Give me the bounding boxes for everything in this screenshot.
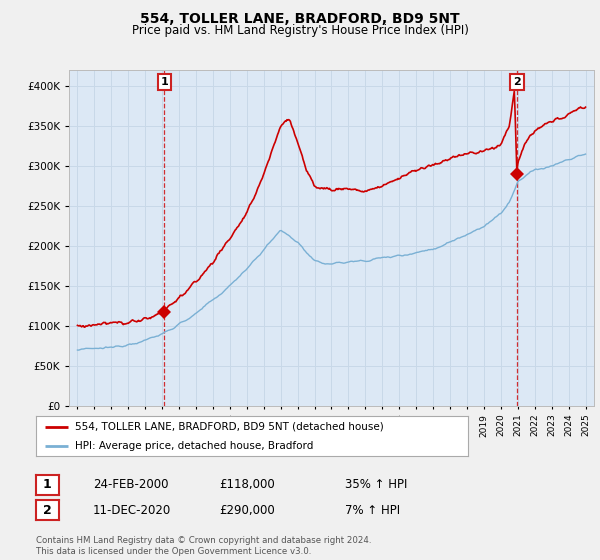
Text: 35% ↑ HPI: 35% ↑ HPI bbox=[345, 478, 407, 492]
Text: 2: 2 bbox=[513, 77, 521, 87]
Text: 11-DEC-2020: 11-DEC-2020 bbox=[93, 503, 171, 517]
Text: £118,000: £118,000 bbox=[219, 478, 275, 492]
Text: 1: 1 bbox=[160, 77, 168, 87]
Text: 2: 2 bbox=[43, 503, 52, 517]
Text: 554, TOLLER LANE, BRADFORD, BD9 5NT: 554, TOLLER LANE, BRADFORD, BD9 5NT bbox=[140, 12, 460, 26]
Text: 1: 1 bbox=[43, 478, 52, 492]
Text: 7% ↑ HPI: 7% ↑ HPI bbox=[345, 503, 400, 517]
Text: HPI: Average price, detached house, Bradford: HPI: Average price, detached house, Brad… bbox=[75, 441, 313, 450]
Text: 554, TOLLER LANE, BRADFORD, BD9 5NT (detached house): 554, TOLLER LANE, BRADFORD, BD9 5NT (det… bbox=[75, 422, 383, 432]
Text: £290,000: £290,000 bbox=[219, 503, 275, 517]
Text: Price paid vs. HM Land Registry's House Price Index (HPI): Price paid vs. HM Land Registry's House … bbox=[131, 24, 469, 37]
Text: 24-FEB-2000: 24-FEB-2000 bbox=[93, 478, 169, 492]
Text: Contains HM Land Registry data © Crown copyright and database right 2024.
This d: Contains HM Land Registry data © Crown c… bbox=[36, 536, 371, 556]
